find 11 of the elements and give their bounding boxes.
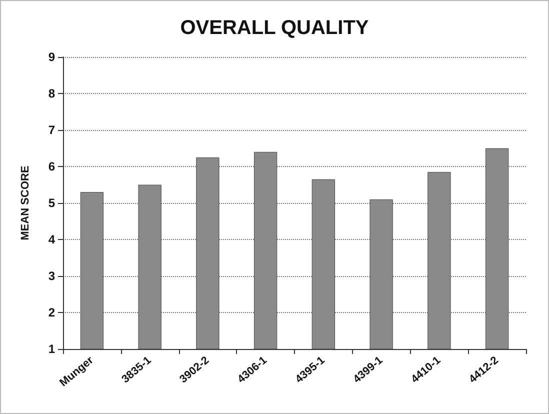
y-tick-label: 7 xyxy=(48,123,56,137)
y-tick-label: 4 xyxy=(48,232,56,246)
chart-title: OVERALL QUALITY xyxy=(180,17,370,39)
y-tick-label: 3 xyxy=(48,269,56,283)
y-tick-label: 1 xyxy=(48,342,56,356)
y-tick-label: 9 xyxy=(48,50,56,64)
y-axis-title: MEAN SCORE xyxy=(20,166,32,240)
y-tick-label: 6 xyxy=(48,160,56,174)
y-tick-label: 8 xyxy=(48,86,56,100)
y-tick-label: 2 xyxy=(48,306,56,320)
y-tick-label: 5 xyxy=(48,196,56,210)
